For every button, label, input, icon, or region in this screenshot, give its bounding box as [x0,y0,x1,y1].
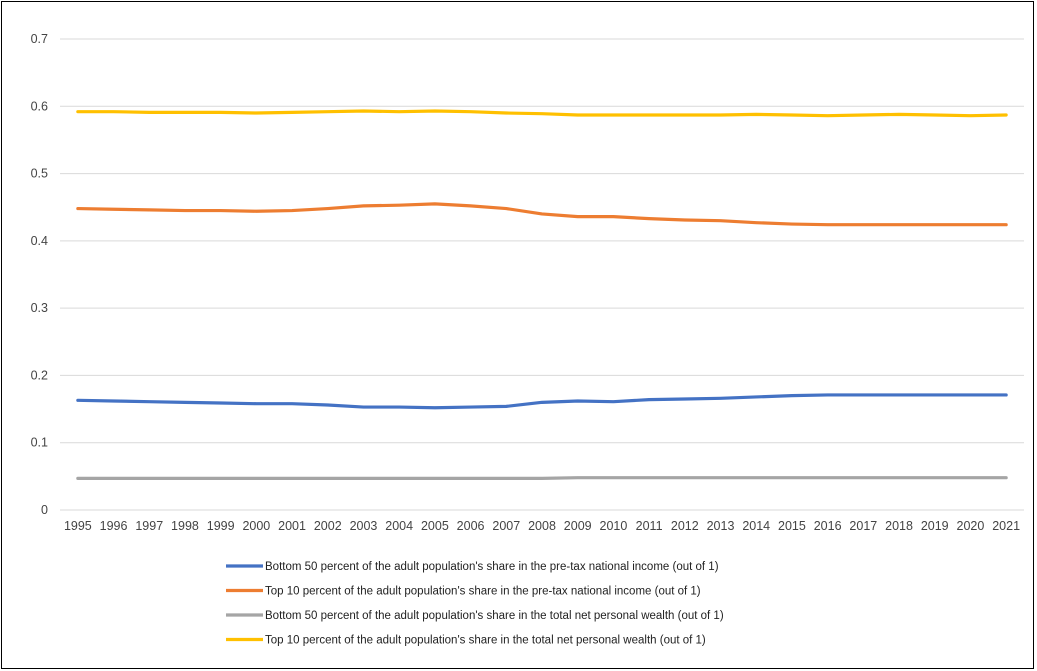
series-line-4 [76,109,1008,118]
legend-item: Bottom 50 percent of the adult populatio… [226,561,719,573]
legend-item: Top 10 percent of the adult population's… [226,586,701,598]
x-tick-label: 2002 [314,519,342,533]
series-line-1 [76,393,1008,410]
x-tick-label: 1996 [100,519,128,533]
x-tick-label: 2013 [707,519,735,533]
x-tick-label: 2009 [564,519,592,533]
x-tick-label: 2012 [671,519,699,533]
x-tick-label: 1999 [207,519,235,533]
y-tick-label: 0.5 [31,167,48,181]
x-tick-label: 2000 [242,519,270,533]
y-tick-label: 0.6 [31,99,48,113]
x-tick-label: 2015 [778,519,806,533]
x-tick-label: 2008 [528,519,556,533]
series-line-3 [76,476,1008,480]
gridlines [60,38,1024,511]
x-tick-label: 2006 [457,519,485,533]
y-tick-label: 0.1 [31,436,48,450]
x-tick-label: 1998 [171,519,199,533]
x-tick-label: 2016 [814,519,842,533]
y-tick-label: 0 [41,503,48,517]
y-tick-label: 0.3 [31,301,48,315]
series-lines [76,109,1008,480]
y-axis: 0 0.1 0.2 0.3 0.4 0.5 0.6 0.7 [31,32,48,517]
y-tick-label: 0.4 [31,234,48,248]
x-tick-label: 2010 [600,519,628,533]
legend: Bottom 50 percent of the adult populatio… [226,561,724,647]
x-tick-label: 2004 [385,519,413,533]
x-tick-label: 2005 [421,519,449,533]
legend-label: Bottom 50 percent of the adult populatio… [265,610,724,622]
x-tick-label: 2020 [957,519,985,533]
x-tick-label: 2014 [742,519,770,533]
legend-label: Top 10 percent of the adult population's… [265,586,701,598]
series-line-2 [76,202,1008,227]
x-axis: 1995 1996 1997 1998 1999 2000 2001 2002 2003 2004… [64,519,1020,533]
legend-item: Top 10 percent of the adult population's… [226,635,706,647]
x-tick-label: 2007 [492,519,520,533]
y-tick-label: 0.2 [31,368,48,382]
x-tick-label: 2001 [278,519,306,533]
legend-item: Bottom 50 percent of the adult populatio… [226,610,724,622]
x-tick-label: 2021 [992,519,1020,533]
x-tick-label: 2011 [636,519,663,533]
x-tick-label: 1997 [135,519,163,533]
legend-label: Bottom 50 percent of the adult populatio… [265,561,719,573]
x-tick-label: 2019 [921,519,949,533]
y-tick-label: 0.7 [31,32,48,46]
x-tick-label: 2018 [885,519,913,533]
x-tick-label: 2003 [350,519,378,533]
legend-label: Top 10 percent of the adult population's… [265,635,706,647]
x-tick-label: 2017 [849,519,877,533]
x-tick-label: 1995 [64,519,92,533]
